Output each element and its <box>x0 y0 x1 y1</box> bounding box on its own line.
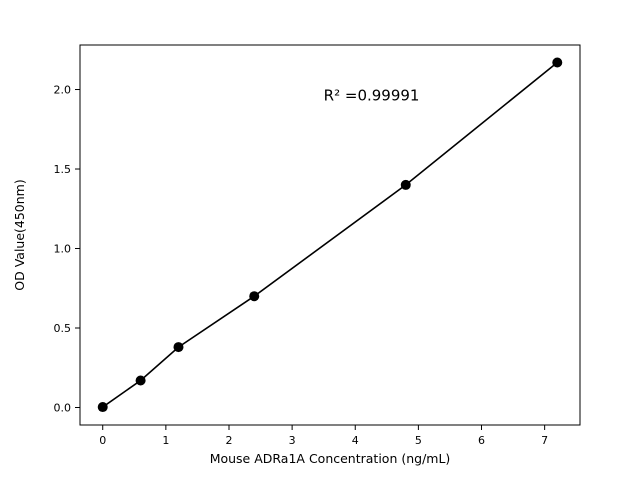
y-tick-label: 2.0 <box>54 84 72 97</box>
x-tick-label: 5 <box>415 434 422 447</box>
x-axis-label: Mouse ADRa1A Concentration (ng/mL) <box>210 451 451 466</box>
data-point <box>249 291 260 302</box>
y-axis-label: OD Value(450nm) <box>12 179 27 290</box>
data-point <box>173 342 184 353</box>
y-tick-label: 1.5 <box>54 163 72 176</box>
y-tick-label: 1.0 <box>54 243 72 256</box>
data-point <box>400 179 411 190</box>
x-tick-label: 7 <box>541 434 548 447</box>
x-tick-label: 4 <box>352 434 359 447</box>
x-tick-label: 6 <box>478 434 485 447</box>
data-point <box>135 375 146 386</box>
fit-line <box>102 61 558 408</box>
plot-area: 0 1 2 3 4 5 6 7 0.0 0.5 1.0 1.5 2.0 <box>54 44 581 447</box>
r-squared-annotation: R² =0.99991 <box>324 87 420 105</box>
data-point <box>97 402 108 413</box>
y-tick-label: 0.5 <box>54 322 72 335</box>
x-tick-label: 2 <box>225 434 232 447</box>
x-tick-label: 1 <box>162 434 169 447</box>
data-point <box>552 57 563 68</box>
x-tick-label: 0 <box>99 434 106 447</box>
x-tick-label: 3 <box>289 434 296 447</box>
plot-spines <box>79 44 581 426</box>
y-tick-label: 0.0 <box>54 402 72 415</box>
